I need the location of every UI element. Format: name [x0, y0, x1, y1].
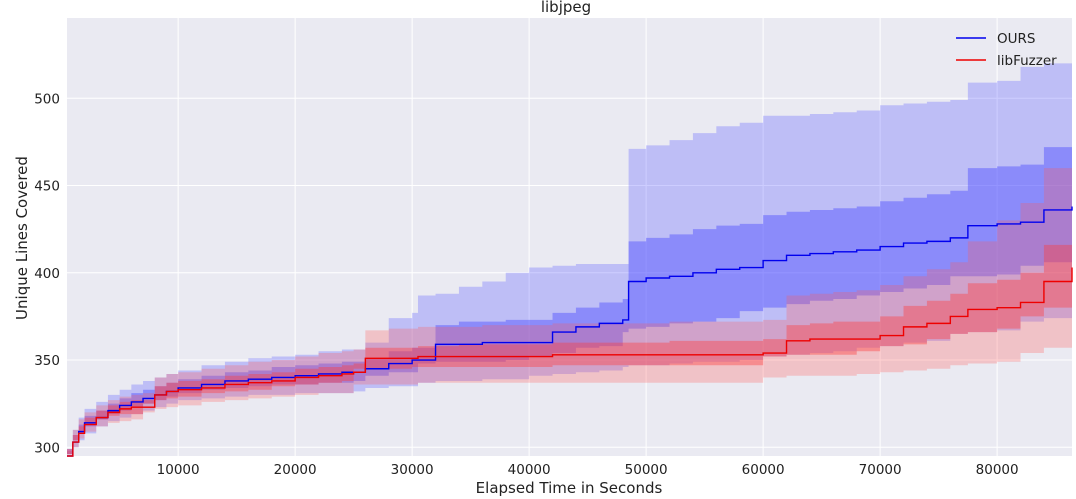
- y-tick-label: 350: [34, 353, 60, 369]
- x-tick-label: 70000: [859, 462, 902, 478]
- band-inner-ours: [67, 143, 1072, 458]
- x-tick-label: 20000: [274, 462, 317, 478]
- chart-title: libjpeg: [541, 0, 591, 16]
- legend: OURS libFuzzer: [956, 31, 1057, 69]
- x-tick-label: 40000: [508, 462, 551, 478]
- y-tick-label: 450: [34, 179, 60, 195]
- y-tick-label: 300: [34, 440, 60, 456]
- y-tick-label: 500: [34, 91, 60, 107]
- x-axis-title: Elapsed Time in Seconds: [476, 479, 663, 497]
- series-lines: [67, 206, 1073, 457]
- x-tick-label: 30000: [391, 462, 434, 478]
- legend-label-ours: OURS: [997, 31, 1035, 47]
- x-tick-label: 60000: [742, 462, 785, 478]
- gridlines: [67, 18, 1072, 456]
- y-tick-label: 400: [34, 266, 60, 282]
- x-tick-label: 50000: [625, 462, 668, 478]
- series-line-ours: [67, 206, 1073, 457]
- x-tick-label: 80000: [976, 462, 1019, 478]
- band-outer-libfuzzer: [67, 150, 1072, 460]
- y-axis-title: Unique Lines Covered: [13, 156, 31, 320]
- x-tick-label: 10000: [157, 462, 200, 478]
- plot-area: [67, 18, 1072, 456]
- y-axis-ticks: 300 350 400 450 500: [34, 91, 60, 456]
- series-line-libfuzzer: [67, 267, 1073, 457]
- band-outer-ours: [67, 63, 1072, 460]
- x-axis-ticks: 10000 20000 30000 40000 50000 60000 70000 80000: [157, 462, 1019, 478]
- legend-label-libfuzzer: libFuzzer: [997, 53, 1057, 69]
